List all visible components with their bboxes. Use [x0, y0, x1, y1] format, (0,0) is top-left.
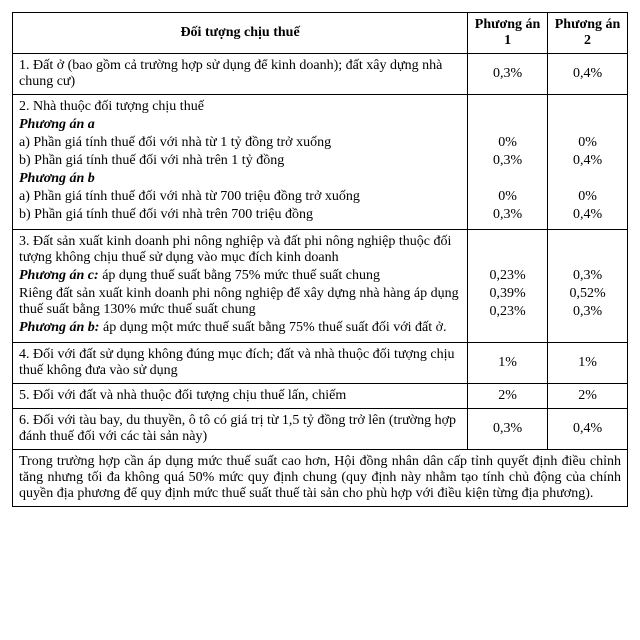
row-line-value-2: 0,4% [554, 153, 621, 169]
row-line-value-1: 0,39% [474, 286, 541, 302]
row-value-1: 0,3% [468, 409, 548, 450]
row-value-2: 0,4% [548, 409, 628, 450]
header-row: Đối tượng chịu thuế Phương án 1 Phương á… [13, 13, 628, 54]
row-value-2: 1% [548, 343, 628, 384]
row-main: 1. Đất ở (bao gồm cả trường hợp sử dụng … [13, 54, 468, 95]
row-line-value-1 [474, 171, 541, 187]
tax-table: Đối tượng chịu thuế Phương án 1 Phương á… [12, 12, 628, 507]
table-row: 4. Đối với đất sử dụng không đúng mục đí… [13, 343, 628, 384]
row-line-value-2 [554, 250, 621, 266]
row-value-2: 0,4% [548, 54, 628, 95]
row-value-1: 1% [468, 343, 548, 384]
row-main: 3. Đất sản xuất kinh doanh phi nông nghi… [13, 230, 468, 343]
row-line-value-2: 0% [554, 189, 621, 205]
header-col2: Phương án 2 [548, 13, 628, 54]
header-col1: Phương án 1 [468, 13, 548, 54]
row-line: a) Phần giá tính thuế đối với nhà từ 700… [19, 189, 461, 205]
row-line-value-1: 0,3% [474, 207, 541, 223]
table-row: 6. Đối với tàu bay, du thuyền, ô tô có g… [13, 409, 628, 450]
row-line-value-2 [554, 117, 621, 133]
row-line: Riêng đất sản xuất kinh doanh phi nông n… [19, 286, 461, 318]
row-line-value-1 [474, 99, 541, 115]
row-line: Phương án b [19, 171, 461, 187]
row-line: b) Phần giá tính thuế đối với nhà trên 7… [19, 207, 461, 223]
row-line-value-1: 0,3% [474, 153, 541, 169]
row-value-1: 0,3% [468, 54, 548, 95]
row-line: b) Phần giá tính thuế đối với nhà trên 1… [19, 153, 461, 169]
row-line: 2. Nhà thuộc đối tượng chịu thuế [19, 99, 461, 115]
row-value-2: 0% 0,4% 0% 0,4% [548, 95, 628, 230]
row-value-2: 0,3% 0,52% 0,3% [548, 230, 628, 343]
row-line-value-1: 0,23% [474, 268, 541, 284]
row-line-value-2 [554, 171, 621, 187]
table-row: 2. Nhà thuộc đối tượng chịu thuế Phương á… [13, 95, 628, 230]
row-line: Phương án c: áp dụng thuế suất bằng 75% … [19, 268, 461, 284]
row-value-2: 2% [548, 384, 628, 409]
row-value-1: 2% [468, 384, 548, 409]
footnote-text: Trong trường hợp cần áp dụng mức thuế su… [13, 450, 628, 507]
row-line: Phương án b: áp dụng một mức thuế suất b… [19, 320, 461, 336]
table-row: 3. Đất sản xuất kinh doanh phi nông nghi… [13, 230, 628, 343]
table-row: 1. Đất ở (bao gồm cả trường hợp sử dụng … [13, 54, 628, 95]
row-line: a) Phần giá tính thuế đối với nhà từ 1 t… [19, 135, 461, 151]
row-main: 5. Đối với đất và nhà thuộc đối tượng ch… [13, 384, 468, 409]
table-row: 5. Đối với đất và nhà thuộc đối tượng ch… [13, 384, 628, 409]
footnote-row: Trong trường hợp cần áp dụng mức thuế su… [13, 450, 628, 507]
row-line-value-2 [554, 99, 621, 115]
row-line-value-1: 0% [474, 135, 541, 151]
row-main: 6. Đối với tàu bay, du thuyền, ô tô có g… [13, 409, 468, 450]
row-line-value-1 [474, 250, 541, 266]
row-line-value-1: 0,23% [474, 304, 541, 320]
row-main: 4. Đối với đất sử dụng không đúng mục đí… [13, 343, 468, 384]
row-line-value-2: 0,3% [554, 268, 621, 284]
row-line: Phương án a [19, 117, 461, 133]
row-line-value-2: 0,3% [554, 304, 621, 320]
header-main: Đối tượng chịu thuế [13, 13, 468, 54]
row-line-value-2: 0% [554, 135, 621, 151]
row-line-value-1 [474, 117, 541, 133]
row-line-value-2: 0,4% [554, 207, 621, 223]
row-line: 3. Đất sản xuất kinh doanh phi nông nghi… [19, 234, 461, 266]
row-line-value-2: 0,52% [554, 286, 621, 302]
row-line-value-1: 0% [474, 189, 541, 205]
row-value-1: 0% 0,3% 0% 0,3% [468, 95, 548, 230]
row-value-1: 0,23% 0,39% 0,23% [468, 230, 548, 343]
row-main: 2. Nhà thuộc đối tượng chịu thuế Phương á… [13, 95, 468, 230]
